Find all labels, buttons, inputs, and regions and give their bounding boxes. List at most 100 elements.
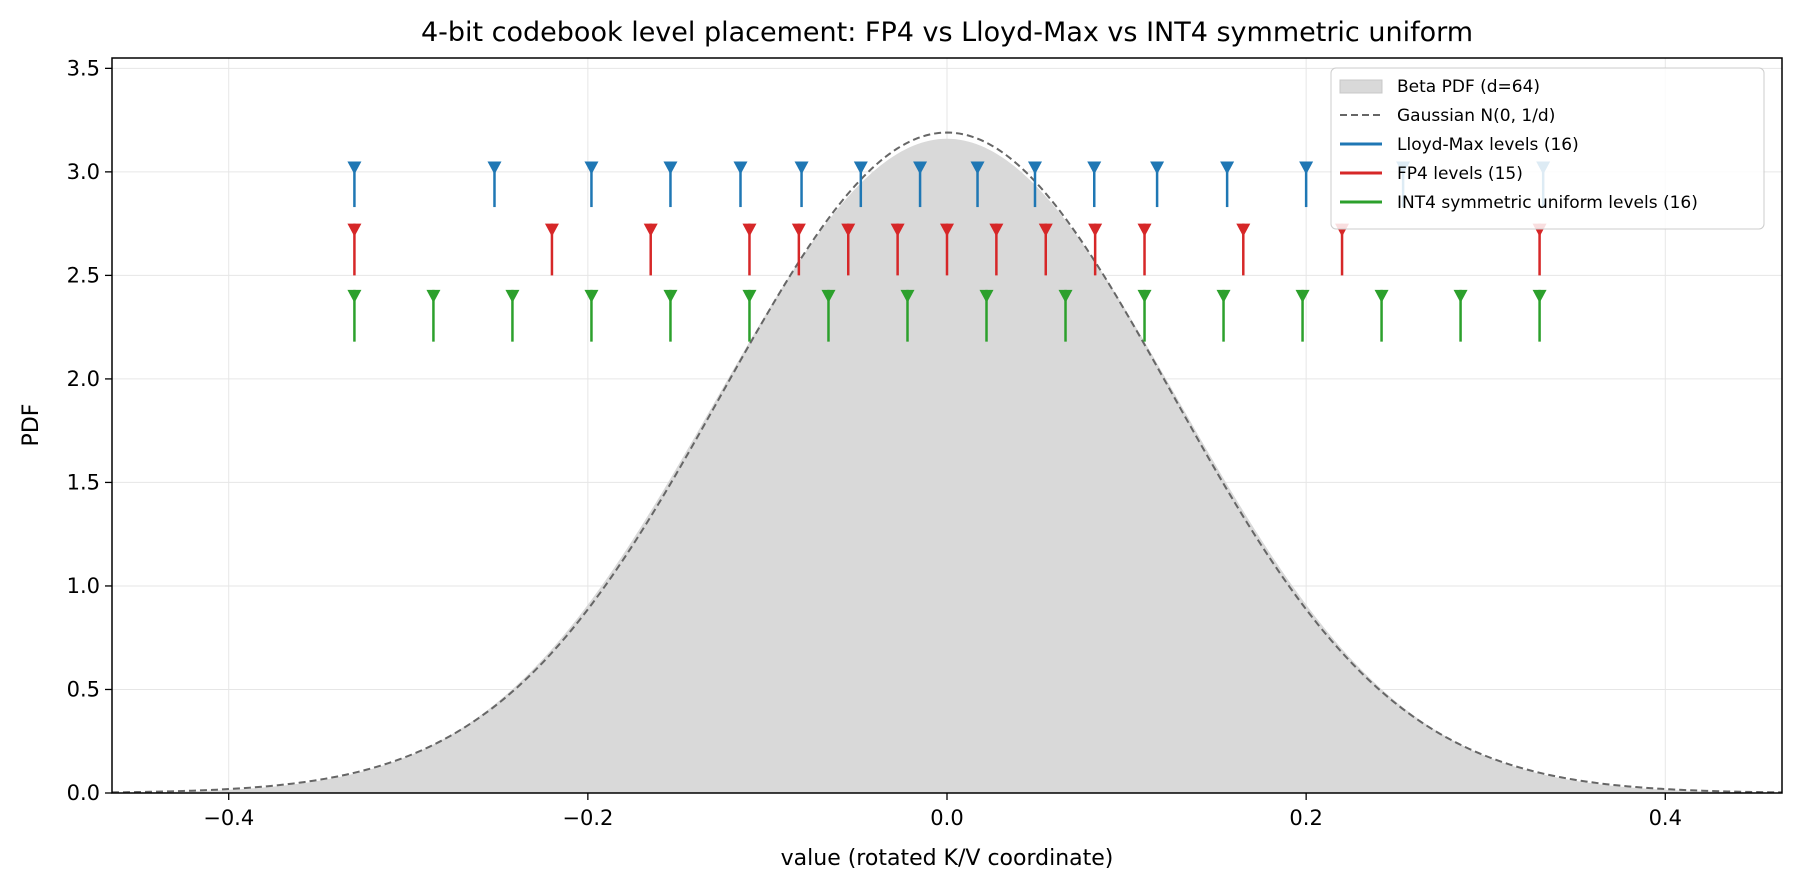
- level-triangle: [1137, 223, 1152, 237]
- int4-level-marker: [663, 289, 678, 342]
- legend-label: Gaussian N(0, 1/d): [1397, 106, 1555, 126]
- y-tick-label: 3.0: [67, 160, 100, 184]
- level-triangle: [1137, 289, 1152, 303]
- lloyd-max-level-marker: [733, 161, 748, 208]
- level-triangle: [426, 289, 441, 303]
- level-triangle: [742, 289, 757, 303]
- legend: Beta PDF (d=64) Gaussian N(0, 1/d) Lloyd-M…: [1330, 67, 1765, 230]
- lloyd-max-level-marker: [347, 161, 362, 208]
- legend-label: Beta PDF (d=64): [1397, 77, 1540, 97]
- level-triangle: [853, 161, 868, 175]
- lloyd-max-level-marker: [1220, 161, 1235, 208]
- int4-level-marker: [1137, 289, 1152, 342]
- level-triangle: [1038, 223, 1053, 237]
- y-tick-label: 2.5: [67, 263, 100, 287]
- level-triangle: [970, 161, 985, 175]
- level-triangle: [1453, 289, 1468, 303]
- fp4-level-marker: [1088, 223, 1103, 276]
- fp4-level-marker: [791, 223, 806, 276]
- lloyd-max-level-marker: [853, 161, 868, 208]
- x-tick-label: 0.4: [1649, 806, 1682, 830]
- level-triangle: [544, 223, 559, 237]
- y-tick-label: 2.0: [67, 367, 100, 391]
- legend-label: INT4 symmetric uniform levels (16): [1397, 193, 1698, 213]
- level-triangle: [1299, 161, 1314, 175]
- level-triangle: [584, 289, 599, 303]
- level-triangle: [940, 223, 954, 237]
- fp4-level-marker: [940, 223, 954, 276]
- lloyd-max-level-marker: [663, 161, 678, 208]
- level-triangle: [505, 289, 520, 303]
- int4-level-marker: [584, 289, 599, 342]
- level-triangle: [733, 161, 748, 175]
- int4-level-marker: [1058, 289, 1073, 342]
- axis-ticks: −0.4 −0.2 0.0 0.2 0.4 0.0 0.5 1.0 1.5 2.0 2.5 3.0 3.…: [67, 56, 1682, 830]
- int4-level-marker: [1453, 289, 1468, 342]
- level-triangle: [1374, 289, 1389, 303]
- legend-label: FP4 levels (15): [1397, 164, 1523, 184]
- lloyd-max-level-marker: [913, 161, 928, 208]
- y-tick-label: 0.0: [67, 781, 100, 805]
- int4-level-marker: [742, 289, 757, 342]
- level-triangle: [487, 161, 502, 175]
- level-triangle: [347, 161, 362, 175]
- fp4-level-marker: [347, 223, 362, 276]
- x-tick-label: 0.0: [930, 806, 963, 830]
- gaussian-curve: [111, 131, 1783, 794]
- int4-level-marker: [505, 289, 520, 342]
- level-triangle: [643, 223, 658, 237]
- level-triangle: [347, 223, 362, 237]
- level-triangle: [900, 289, 915, 303]
- y-tick-label: 0.5: [67, 677, 100, 701]
- fp4-level-marker: [841, 223, 856, 276]
- y-tick-label: 3.5: [67, 56, 100, 80]
- level-triangle: [1027, 161, 1042, 175]
- int4-level-marker: [821, 289, 836, 342]
- lloyd-max-level-marker: [1150, 161, 1165, 208]
- level-triangle: [1295, 289, 1310, 303]
- legend-swatch: [1339, 79, 1383, 94]
- level-triangle: [663, 161, 678, 175]
- level-triangle: [890, 223, 905, 237]
- plot-area: [111, 131, 1783, 794]
- level-triangle: [584, 161, 599, 175]
- x-axis-label: value (rotated K/V coordinate): [781, 846, 1114, 871]
- x-tick-label: 0.2: [1289, 806, 1322, 830]
- level-triangle: [742, 223, 757, 237]
- fp4-level-marker: [544, 223, 559, 276]
- x-tick-label: −0.2: [562, 806, 613, 830]
- level-triangle: [347, 289, 362, 303]
- y-tick-label: 1.0: [67, 574, 100, 598]
- level-triangle: [1087, 161, 1102, 175]
- level-triangle: [1236, 223, 1251, 237]
- beta-pdf-area: [112, 138, 1782, 793]
- level-triangle: [841, 223, 856, 237]
- lloyd-max-level-marker: [970, 161, 985, 208]
- level-triangle: [1088, 223, 1103, 237]
- level-triangle: [663, 289, 678, 303]
- level-triangle: [1150, 161, 1165, 175]
- legend-label: Lloyd-Max levels (16): [1397, 135, 1579, 155]
- int4-level-marker: [1216, 289, 1231, 342]
- fp4-level-marker: [742, 223, 757, 276]
- level-triangle: [791, 223, 806, 237]
- fp4-level-marker: [1038, 223, 1053, 276]
- y-tick-label: 1.5: [67, 470, 100, 494]
- lloyd-max-level-marker: [487, 161, 502, 208]
- level-triangle: [979, 289, 994, 303]
- fp4-level-marker: [1137, 223, 1152, 276]
- fp4-level-marker: [989, 223, 1004, 276]
- int4-level-marker: [1295, 289, 1310, 342]
- fp4-level-marker: [1236, 223, 1251, 276]
- fp4-level-marker: [890, 223, 905, 276]
- int4-level-marker: [979, 289, 994, 342]
- level-triangle: [821, 289, 836, 303]
- level-triangle: [1220, 161, 1235, 175]
- int4-level-marker: [426, 289, 441, 342]
- lloyd-max-level-marker: [1027, 161, 1042, 208]
- int4-level-marker: [1374, 289, 1389, 342]
- lloyd-max-level-marker: [584, 161, 599, 208]
- chart-title: 4-bit codebook level placement: FP4 vs L…: [421, 17, 1473, 48]
- level-triangle: [1216, 289, 1231, 303]
